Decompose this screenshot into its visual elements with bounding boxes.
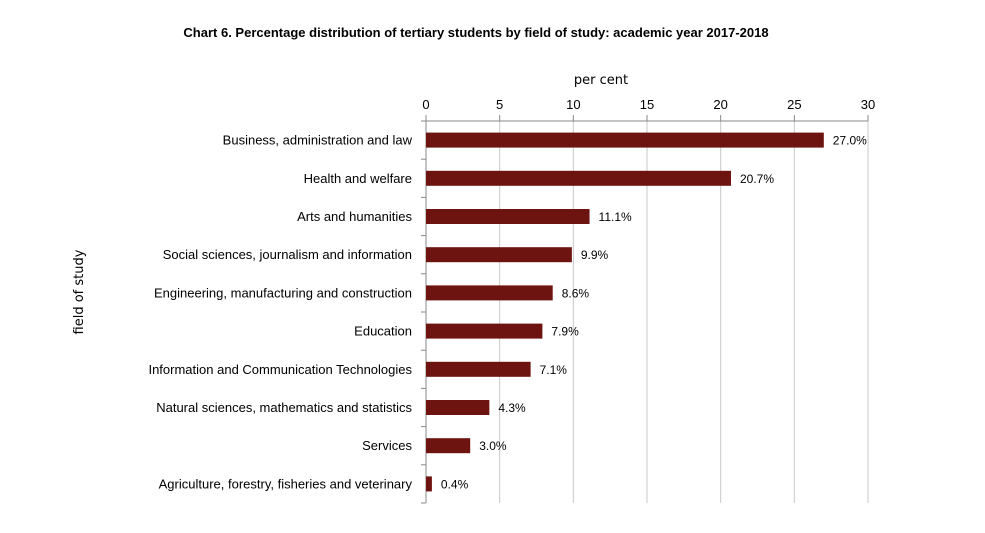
data-label-2: 11.1%	[599, 210, 632, 224]
bar-0	[426, 132, 824, 148]
data-label-9: 0.4%	[441, 477, 469, 491]
chart-title: Chart 6. Percentage distribution of tert…	[183, 25, 768, 40]
bar-2	[426, 209, 590, 224]
category-label-2: Arts and humanities	[297, 209, 412, 224]
bar-9	[426, 476, 432, 492]
bar-4	[426, 285, 553, 301]
category-label-9: Agriculture, forestry, fisheries and vet…	[159, 476, 413, 491]
category-label-7: Natural sciences, mathematics and statis…	[156, 400, 412, 415]
data-label-6: 7.1%	[540, 363, 568, 377]
x-tick-label-1: 5	[496, 97, 503, 112]
y-axis-label: field of study	[72, 249, 87, 334]
category-label-0: Business, administration and law	[223, 133, 413, 148]
x-tick-label-5: 25	[787, 97, 801, 112]
x-axis-label: per cent	[574, 73, 628, 88]
bars	[426, 132, 824, 492]
data-label-4: 8.6%	[562, 286, 590, 300]
bar-8	[426, 438, 471, 454]
category-label-8: Services	[362, 438, 412, 453]
x-tick-label-6: 30	[861, 97, 875, 112]
x-tick-label-0: 0	[422, 97, 429, 112]
data-label-8: 3.0%	[479, 439, 507, 453]
bar-1	[426, 170, 731, 186]
category-label-4: Engineering, manufacturing and construct…	[154, 285, 412, 300]
data-label-1: 20.7%	[740, 172, 774, 186]
data-label-5: 7.9%	[551, 325, 579, 339]
category-label-6: Information and Communication Technologi…	[148, 362, 412, 377]
category-labels: Business, administration and law Health a…	[148, 133, 412, 492]
category-label-1: Health and welfare	[304, 171, 412, 186]
data-label-3: 9.9%	[581, 248, 609, 262]
bar-7	[426, 400, 490, 415]
data-label-7: 4.3%	[498, 401, 526, 415]
x-tick-label-2: 10	[566, 97, 580, 112]
x-tick-label-3: 15	[640, 97, 654, 112]
category-label-3: Social sciences, journalism and informat…	[163, 247, 412, 262]
data-labels: 27.0% 20.7% 11.1% 9.9% 8.6% 7.9% 7.1% 4.3% 3.0% 0…	[441, 134, 867, 492]
x-ticks: 0 5 10 15 20 25 30	[422, 97, 875, 121]
bar-6	[426, 361, 531, 377]
category-label-5: Education	[354, 324, 412, 339]
bar-5	[426, 323, 543, 339]
x-tick-label-4: 20	[713, 97, 727, 112]
data-label-0: 27.0%	[833, 134, 867, 148]
bar-3	[426, 247, 572, 263]
